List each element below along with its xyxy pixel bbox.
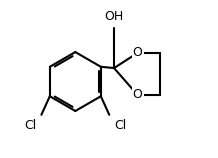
Text: O: O	[133, 88, 143, 101]
Text: OH: OH	[104, 10, 124, 23]
Text: Cl: Cl	[114, 119, 127, 132]
Text: Cl: Cl	[24, 119, 36, 132]
Text: O: O	[133, 46, 143, 59]
